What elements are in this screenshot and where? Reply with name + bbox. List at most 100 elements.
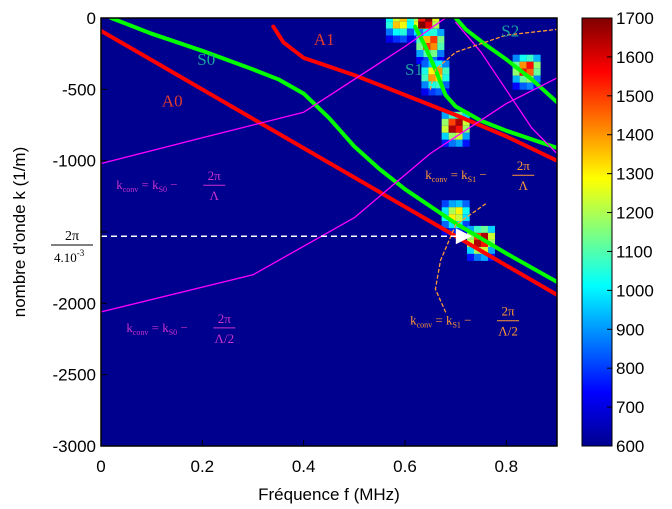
heat-cell	[441, 207, 449, 215]
y-tick-label: -3000	[53, 437, 96, 456]
heat-cell	[474, 239, 481, 247]
heat-cell	[448, 132, 456, 140]
curve-s0	[109, 18, 557, 284]
heat-cell	[406, 35, 414, 43]
heat-cell	[462, 200, 470, 208]
svg-text:Λ/2: Λ/2	[215, 331, 235, 346]
heat-cell	[467, 225, 474, 233]
heat-cell	[441, 118, 449, 126]
curve-s1	[413, 24, 557, 150]
heat-cell	[467, 253, 474, 261]
svg-text:2π: 2π	[218, 311, 232, 326]
heat-cell	[441, 132, 449, 140]
heat-cell	[421, 60, 429, 68]
y-special-tick-label: 2π 4.10-3	[51, 229, 93, 265]
colorbar-tick-label: 1100	[616, 242, 653, 261]
heat-cell	[455, 207, 463, 215]
heat-cell	[512, 82, 520, 90]
heat-cell	[416, 57, 424, 65]
heat-cell	[428, 88, 436, 96]
colorbar-tick-label: 700	[616, 398, 644, 417]
heat-cell	[428, 74, 436, 82]
heat-cell	[400, 8, 407, 15]
formula-s1-lambda: kconv = kS1 − 2π Λ	[425, 158, 535, 193]
heat-cell	[442, 67, 450, 75]
heat-cell	[406, 18, 414, 22]
heat-cell	[441, 221, 449, 229]
heat-cell	[474, 225, 481, 233]
heat-cell	[432, 18, 440, 22]
x-tick-label: 0.4	[292, 457, 316, 476]
y-tick-label: -500	[62, 80, 96, 99]
x-tick-label: 0.6	[393, 457, 417, 476]
heat-cell	[448, 139, 456, 147]
heat-cell	[411, 28, 419, 36]
heat-cell	[399, 35, 407, 43]
heat-cell	[428, 67, 436, 75]
formula-s0-half: kconv = kS0 − 2π Λ/2	[126, 311, 236, 346]
heat-cell	[411, 18, 419, 22]
heat-spot	[421, 60, 450, 96]
heat-cell	[462, 118, 470, 126]
colorbar-tick-label: 1400	[616, 126, 654, 145]
heat-cell	[533, 75, 541, 83]
heat-cell	[430, 50, 438, 58]
heat-cell	[392, 21, 400, 29]
x-axis-label: Fréquence f (MHz)	[258, 485, 400, 504]
heat-cell	[481, 253, 488, 261]
heat-cell	[481, 232, 488, 240]
heat-cell	[386, 8, 393, 15]
curve-label-a0: A0	[162, 91, 183, 110]
heat-cell	[455, 118, 463, 126]
y-tick-label: -1000	[53, 152, 96, 171]
curve-secondary	[455, 21, 557, 155]
curve-secondary	[101, 18, 447, 165]
heat-cell	[462, 207, 470, 215]
heat-cell	[425, 18, 433, 22]
heat-cell	[455, 214, 463, 222]
svg-text:2π: 2π	[502, 304, 516, 319]
heat-cell	[385, 35, 393, 43]
heat-cell	[442, 60, 450, 68]
heat-cell	[425, 21, 433, 29]
svg-text:2π: 2π	[517, 158, 531, 173]
svg-text:Λ: Λ	[209, 188, 219, 203]
colorbar-tick-label: 800	[616, 359, 644, 378]
heat-cell	[533, 61, 541, 69]
heat-cell	[435, 67, 443, 75]
heat-cell	[474, 253, 481, 261]
heat-cell	[392, 28, 400, 36]
heat-cell	[533, 54, 541, 62]
heat-cell	[526, 82, 534, 90]
colorbar-ticks: 600 700 800 900 1000 1100 1200 1300 1400 1500 1600…	[607, 9, 654, 456]
heat-cell	[437, 29, 445, 37]
heat-cell	[411, 8, 418, 15]
y-tick-label: -2500	[53, 366, 96, 385]
heat-cell	[448, 200, 456, 208]
heat-cell	[437, 50, 445, 58]
heat-cell	[488, 232, 495, 240]
heat-cell	[462, 111, 470, 119]
heat-cell	[399, 28, 407, 36]
svg-text:kconv = kS1 −: kconv = kS1 −	[410, 313, 471, 330]
svg-text:kconv = kS0 −: kconv = kS0 −	[116, 177, 177, 194]
heat-cell	[526, 61, 534, 69]
colorbar-tick-label: 1200	[616, 204, 654, 223]
reference-marker	[455, 228, 472, 245]
y-tick-label: 0	[87, 9, 96, 28]
heat-cell	[512, 68, 520, 76]
heat-cell	[442, 81, 450, 89]
heat-cell	[437, 43, 445, 51]
svg-text:kconv = kS1 −: kconv = kS1 −	[425, 167, 486, 184]
heat-cell	[418, 8, 425, 15]
heat-cell	[406, 28, 414, 36]
heat-cell	[435, 81, 443, 89]
curve-label-s1: S1	[405, 60, 423, 79]
heat-cell	[481, 246, 488, 254]
heat-cell	[455, 125, 463, 133]
heat-cell	[416, 43, 424, 51]
heat-cell	[488, 225, 495, 233]
heat-cell	[423, 29, 431, 37]
